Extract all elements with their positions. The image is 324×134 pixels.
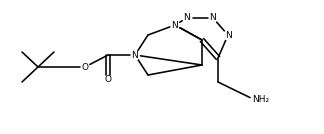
Text: O: O xyxy=(105,75,111,85)
Text: O: O xyxy=(82,62,88,72)
Text: N: N xyxy=(210,14,216,23)
Text: N: N xyxy=(184,14,191,23)
Text: N: N xyxy=(132,51,138,59)
Text: N: N xyxy=(172,21,179,29)
Text: NH₂: NH₂ xyxy=(252,96,270,105)
Text: N: N xyxy=(225,31,231,40)
